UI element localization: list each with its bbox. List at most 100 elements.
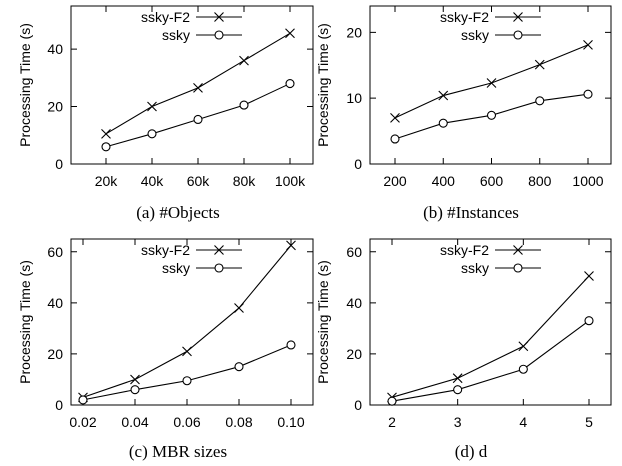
series-line-ssky: [82, 344, 292, 401]
legend-marker: [214, 263, 224, 273]
plot-frame: [369, 238, 612, 406]
data-point-ssky: [438, 118, 448, 128]
chart-panel-2: 0 10 20 200 400 600 800 1000 Processing Time (s)…: [315, 5, 612, 222]
data-point-ssky: [193, 114, 203, 125]
chart-panel-1: 0 20 40 20k 40k 60k 80k 100k Processing Time (s)…: [17, 5, 314, 222]
data-point-ssky-F2: [452, 373, 463, 384]
x-tick-label: 4: [519, 414, 527, 430]
data-point-ssky-F2: [193, 82, 203, 93]
y-tick-label: 20: [47, 99, 63, 115]
legend-label: ssky: [162, 260, 190, 276]
plot-frame: [70, 5, 314, 165]
data-point-ssky: [453, 385, 463, 395]
x-tick-label: 200: [383, 173, 407, 189]
data-point-ssky: [78, 395, 88, 405]
data-point-ssky: [518, 364, 528, 374]
data-point-ssky: [101, 142, 111, 152]
x-tick-label: 100k: [275, 173, 306, 189]
data-point-ssky-F2: [518, 341, 529, 352]
legend-label: ssky-F2: [141, 242, 190, 258]
subfigure-caption: (d) d: [455, 442, 488, 461]
legend-marker: [214, 12, 224, 22]
data-point-ssky: [234, 362, 244, 372]
legend-label: ssky-F2: [440, 9, 489, 25]
data-point-ssky: [387, 396, 397, 406]
data-point-ssky-F2: [486, 78, 497, 88]
data-point-ssky-F2: [438, 90, 449, 101]
subfigure-caption: (b) #Instances: [423, 203, 519, 222]
y-tick-label: 40: [47, 295, 63, 311]
data-point-ssky-F2: [239, 55, 249, 66]
data-point-ssky-F2: [101, 128, 111, 139]
legend-marker: [214, 30, 224, 40]
y-tick-label: 20: [346, 346, 362, 362]
x-tick-label: 1000: [572, 173, 603, 189]
data-point-ssky-F2: [583, 39, 593, 50]
y-tick-label: 10: [346, 90, 362, 106]
x-tick-label: 600: [480, 173, 504, 189]
x-tick-label: 800: [528, 173, 552, 189]
data-point-ssky-F2: [130, 374, 140, 385]
y-tick-label: 0: [354, 156, 362, 172]
y-tick-label: 20: [47, 346, 63, 362]
data-point-ssky-F2: [390, 113, 400, 123]
x-tick-label: 0.10: [277, 414, 304, 430]
y-tick-label: 0: [55, 397, 63, 413]
series-line-ssky: [391, 320, 590, 402]
data-point-ssky: [390, 134, 400, 144]
data-point-ssky: [239, 100, 249, 110]
series-line-ssky-F2: [394, 44, 589, 119]
y-axis-label: Processing Time (s): [315, 260, 331, 384]
data-point-ssky-F2: [584, 271, 594, 281]
y-tick-label: 20: [346, 24, 362, 40]
data-point-ssky: [182, 376, 192, 386]
data-point-ssky: [286, 340, 296, 350]
data-point-ssky: [147, 129, 157, 139]
legend-label: ssky-F2: [440, 242, 489, 258]
x-tick-label: 400: [432, 173, 456, 189]
data-point-ssky: [535, 96, 545, 106]
x-tick-label: 20k: [95, 173, 119, 189]
legend-label: ssky-F2: [141, 9, 190, 25]
x-tick-label: 2: [388, 414, 396, 430]
y-tick-label: 0: [354, 397, 362, 413]
plot-frame: [70, 238, 314, 406]
subfigure-caption: (c) MBR sizes: [129, 442, 227, 461]
x-tick-label: 0.08: [225, 414, 252, 430]
x-tick-label: 80k: [233, 173, 257, 189]
y-axis-label: Processing Time (s): [17, 23, 33, 147]
data-point-ssky-F2: [182, 346, 192, 357]
x-tick-label: 0.06: [173, 414, 200, 430]
y-tick-label: 60: [47, 244, 63, 260]
x-tick-label: 60k: [187, 173, 211, 189]
legend-label: ssky: [461, 260, 489, 276]
y-tick-label: 0: [55, 156, 63, 172]
legend-marker: [513, 263, 523, 273]
legend-marker: [513, 12, 523, 22]
data-point-ssky-F2: [147, 101, 157, 112]
data-point-ssky: [584, 316, 594, 326]
legend-marker: [214, 245, 224, 255]
data-point-ssky: [486, 110, 497, 120]
data-point-ssky-F2: [234, 303, 244, 313]
chart-panel-4: 0 20 40 60 2 3 4 5 Processing Time (s) ssky-F2 ssk…: [315, 238, 612, 461]
legend-label: ssky: [162, 27, 190, 43]
y-axis-label: Processing Time (s): [315, 23, 331, 147]
data-point-ssky-F2: [534, 59, 545, 70]
data-point-ssky: [583, 89, 593, 99]
x-tick-label: 0.04: [121, 414, 148, 430]
series-line-ssky-F2: [391, 275, 590, 398]
legend-label: ssky: [461, 27, 489, 43]
data-point-ssky: [130, 385, 140, 395]
legend-marker: [513, 30, 523, 40]
y-axis-label: Processing Time (s): [17, 260, 33, 384]
chart-panel-3: 0 20 40 60 0.02 0.04 0.06 0.08 0.10 Processing Ti…: [17, 238, 314, 461]
x-tick-label: 0.02: [69, 414, 96, 430]
subfigure-caption: (a) #Objects: [136, 203, 220, 222]
x-tick-label: 3: [454, 414, 462, 430]
plot-frame: [369, 5, 612, 165]
data-point-ssky-F2: [285, 28, 295, 39]
y-tick-label: 40: [346, 295, 362, 311]
y-tick-label: 40: [47, 41, 63, 57]
